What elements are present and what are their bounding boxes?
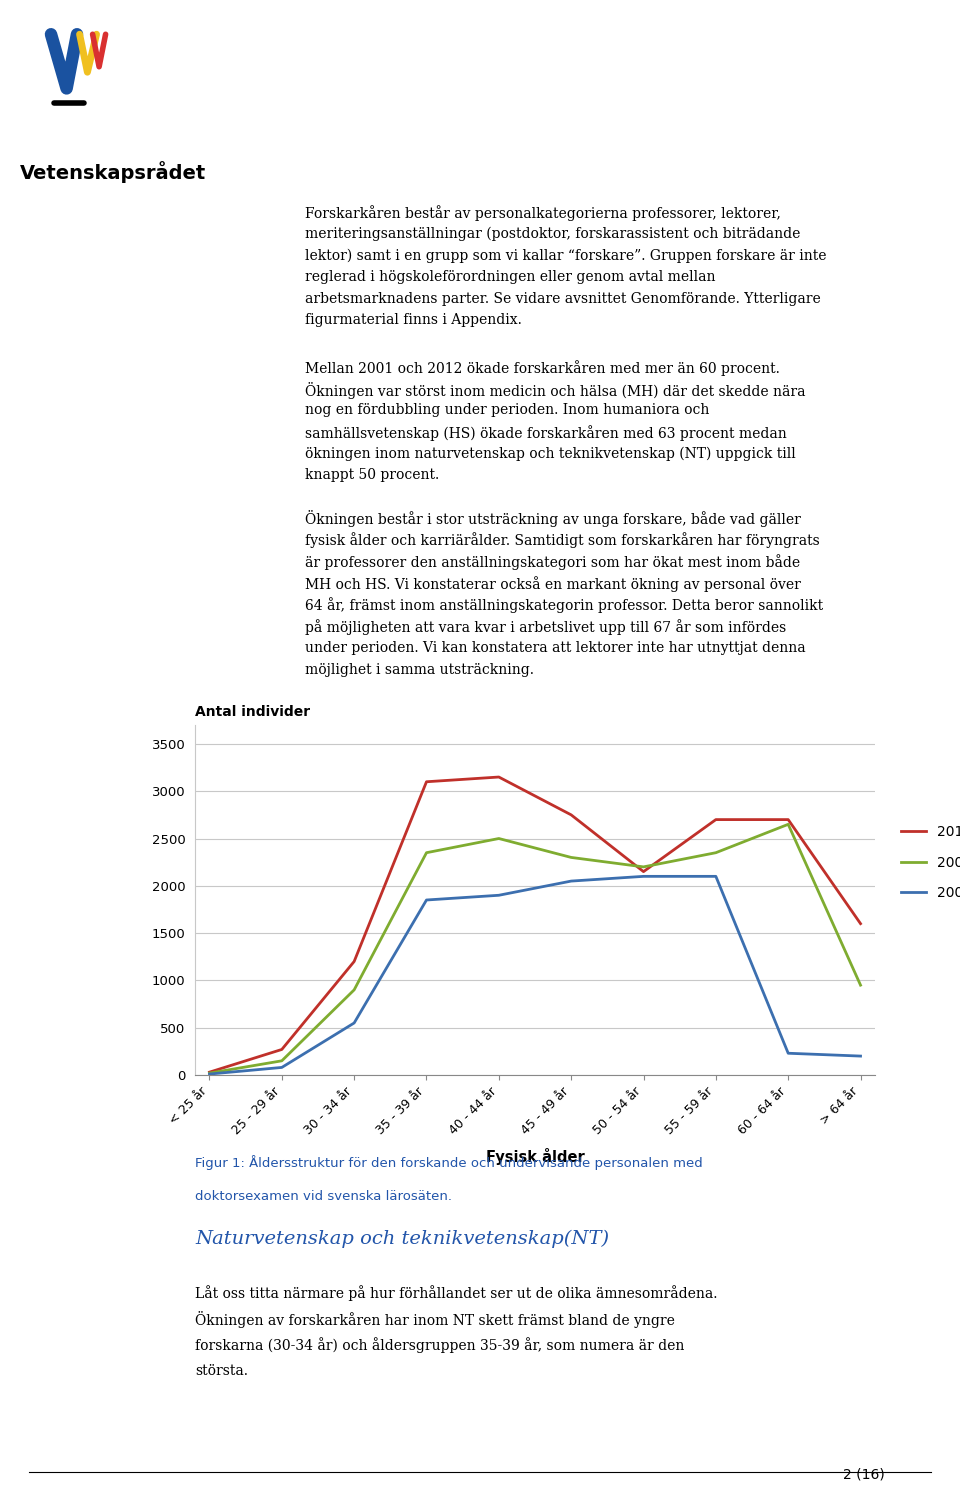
2012: [637, 862, 649, 880]
2002: [782, 1045, 794, 1063]
2002: [637, 868, 649, 886]
2012: [348, 952, 360, 970]
Text: Ökningen av forskarkåren har inom NT skett främst bland de yngre: Ökningen av forskarkåren har inom NT ske…: [195, 1312, 675, 1328]
Text: Naturvetenskap och teknikvetenskap(NT): Naturvetenskap och teknikvetenskap(NT): [195, 1229, 610, 1247]
2008: [637, 857, 649, 875]
Legend: 2012, 2008, 2002: 2012, 2008, 2002: [896, 820, 960, 905]
Text: är professorer den anställningskategori som har ökat mest inom både: är professorer den anställningskategori …: [305, 553, 800, 570]
Text: ökningen inom naturvetenskap och teknikvetenskap (NT) uppgick till: ökningen inom naturvetenskap och teknikv…: [305, 447, 796, 462]
2008: [782, 815, 794, 833]
2002: [565, 872, 577, 890]
2012: [276, 1040, 288, 1058]
Text: Ökningen var störst inom medicin och hälsa (MH) där det skedde nära: Ökningen var störst inom medicin och häl…: [305, 382, 805, 399]
Text: på möjligheten att vara kvar i arbetslivet upp till 67 år som infördes: på möjligheten att vara kvar i arbetsliv…: [305, 619, 786, 636]
2012: [782, 811, 794, 829]
2012: [854, 914, 866, 932]
Text: figurmaterial finns i Appendix.: figurmaterial finns i Appendix.: [305, 313, 522, 327]
Text: fysisk ålder och karriärålder. Samtidigt som forskarkåren har föryngrats: fysisk ålder och karriärålder. Samtidigt…: [305, 532, 820, 547]
Text: MH och HS. Vi konstaterar också en markant ökning av personal över: MH och HS. Vi konstaterar också en marka…: [305, 576, 801, 592]
Text: meriteringsanställningar (postdoktor, forskarassistent och biträdande: meriteringsanställningar (postdoktor, fo…: [305, 226, 801, 241]
2002: [204, 1066, 215, 1084]
2002: [854, 1048, 866, 1066]
2008: [276, 1052, 288, 1070]
2008: [204, 1064, 215, 1082]
Text: största.: största.: [195, 1364, 248, 1378]
Text: arbetsmarknadens parter. Se vidare avsnittet Genomförande. Ytterligare: arbetsmarknadens parter. Se vidare avsni…: [305, 292, 821, 306]
Text: 2 (16): 2 (16): [843, 1468, 885, 1481]
Text: möjlighet i samma utsträckning.: möjlighet i samma utsträckning.: [305, 663, 534, 678]
X-axis label: Fysisk ålder: Fysisk ålder: [486, 1148, 585, 1165]
Text: Forskarkåren består av personalkategorierna professorer, lektorer,: Forskarkåren består av personalkategorie…: [305, 205, 780, 220]
2002: [348, 1013, 360, 1031]
2008: [710, 844, 722, 862]
2008: [565, 848, 577, 866]
2012: [420, 773, 432, 791]
Text: forskarna (30-34 år) och åldersgruppen 35-39 år, som numera är den: forskarna (30-34 år) och åldersgruppen 3…: [195, 1337, 684, 1354]
2002: [710, 868, 722, 886]
Line: 2002: 2002: [209, 877, 860, 1075]
2008: [348, 980, 360, 998]
2008: [854, 976, 866, 994]
Line: 2008: 2008: [209, 824, 860, 1073]
2002: [276, 1058, 288, 1076]
Text: reglerad i högskoleförordningen eller genom avtal mellan: reglerad i högskoleförordningen eller ge…: [305, 270, 715, 283]
Text: Mellan 2001 och 2012 ökade forskarkåren med mer än 60 procent.: Mellan 2001 och 2012 ökade forskarkåren …: [305, 360, 780, 376]
Text: Figur 1: Åldersstruktur för den forskande och undervisande personalen med: Figur 1: Åldersstruktur för den forskand…: [195, 1156, 703, 1169]
Text: Ökningen består i stor utsträckning av unga forskare, både vad gäller: Ökningen består i stor utsträckning av u…: [305, 510, 801, 528]
Text: Vetenskapsrådet: Vetenskapsrådet: [20, 162, 206, 183]
2012: [565, 806, 577, 824]
2002: [420, 890, 432, 908]
2008: [493, 829, 505, 847]
Text: Antal individer: Antal individer: [195, 706, 310, 720]
Line: 2012: 2012: [209, 776, 860, 1072]
2012: [204, 1063, 215, 1081]
Text: knappt 50 procent.: knappt 50 procent.: [305, 468, 440, 483]
Text: doktorsexamen vid svenska lärosäten.: doktorsexamen vid svenska lärosäten.: [195, 1190, 452, 1204]
2002: [493, 886, 505, 904]
Text: samhällsvetenskap (HS) ökade forskarkåren med 63 procent medan: samhällsvetenskap (HS) ökade forskarkåre…: [305, 426, 787, 441]
2012: [710, 811, 722, 829]
Text: under perioden. Vi kan konstatera att lektorer inte har utnyttjat denna: under perioden. Vi kan konstatera att le…: [305, 642, 805, 655]
2012: [493, 767, 505, 785]
Text: nog en fördubbling under perioden. Inom humaniora och: nog en fördubbling under perioden. Inom …: [305, 403, 709, 417]
Text: lektor) samt i en grupp som vi kallar “forskare”. Gruppen forskare är inte: lektor) samt i en grupp som vi kallar “f…: [305, 249, 827, 262]
Text: 64 år, främst inom anställningskategorin professor. Detta beror sannolikt: 64 år, främst inom anställningskategorin…: [305, 598, 823, 613]
2008: [420, 844, 432, 862]
Text: Låt oss titta närmare på hur förhållandet ser ut de olika ämnesområdena.: Låt oss titta närmare på hur förhållande…: [195, 1285, 717, 1301]
